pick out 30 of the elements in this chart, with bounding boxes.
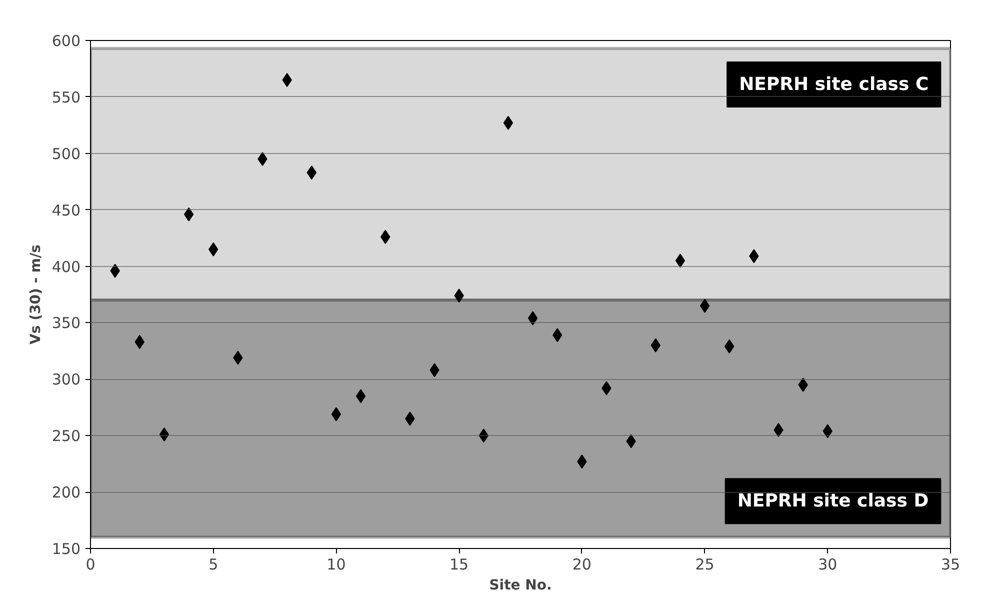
band-label: NEPRH site class C [739,74,929,95]
y-tick-label: 250 [52,427,81,446]
point [159,427,170,442]
x-tick-label: 0 [86,556,96,574]
x-tick-label: 5 [208,556,218,574]
y-tick-label: 200 [52,484,81,502]
y-tick-label: 450 [52,201,81,220]
point [675,254,686,268]
y-tick-label: 400 [52,258,81,276]
y-tick-label: 550 [52,88,81,106]
x-tick-label: 25 [695,556,714,574]
y-tick-label: 150 [52,540,81,558]
point [331,407,342,422]
point [528,311,538,326]
band-label: NEPRH site class D [737,490,929,512]
point [356,389,366,404]
x-tick-label: 10 [326,556,346,574]
x-axis-title: Site No. [489,578,552,594]
x-tick-label: 15 [450,556,469,574]
y-axis-title: Vs (30) - m/s [28,244,44,344]
x-tick-label: 20 [572,556,592,574]
x-tick-label: 35 [940,556,960,574]
point [700,298,710,313]
y-tick-label: 500 [52,144,81,163]
y-tick-label: 350 [52,314,81,332]
point [184,207,194,222]
y-tick-label: 600 [52,32,81,50]
y-tick-label: 300 [52,370,81,389]
x-tick-label: 30 [818,556,838,574]
point [503,116,514,130]
